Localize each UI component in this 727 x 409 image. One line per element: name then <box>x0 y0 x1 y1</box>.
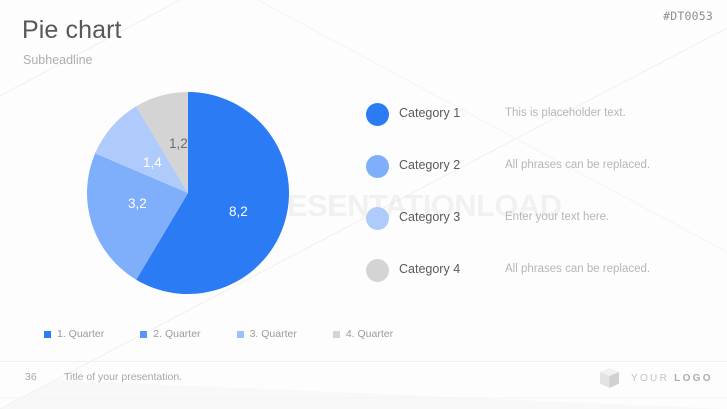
footer-divider <box>0 361 727 362</box>
quarter-label: 2. Quarter <box>153 328 201 340</box>
legend-dot-icon <box>366 103 389 126</box>
pie-slice[interactable] <box>95 106 188 193</box>
pie-chart-svg <box>87 92 289 294</box>
legend-item-category-2[interactable]: Category 2 All phrases can be replaced. <box>366 153 716 205</box>
legend-dot-icon <box>366 155 389 178</box>
document-id: #DT0053 <box>663 9 713 23</box>
category-legend: Category 1 This is placeholder text. Cat… <box>366 101 716 309</box>
square-swatch-icon <box>140 330 148 338</box>
logo-bold: LOGO <box>674 373 713 384</box>
quarter-legend-item-4[interactable]: 4. Quarter <box>332 328 394 340</box>
pie-slice[interactable] <box>136 92 289 294</box>
legend-dot-icon <box>366 207 389 230</box>
square-swatch-icon <box>44 330 51 338</box>
legend-description: This is placeholder text. <box>505 107 626 119</box>
logo: YOUR LOGO <box>597 366 713 391</box>
quarter-legend-item-2[interactable]: 2. Quarter <box>140 328 201 340</box>
legend-label: Category 1 <box>399 106 461 120</box>
legend-item-category-4[interactable]: Category 4 All phrases can be replaced. <box>366 257 716 309</box>
quarter-label: 4. Quarter <box>345 328 394 340</box>
legend-label: Category 4 <box>399 262 461 276</box>
legend-dot-icon <box>366 259 389 282</box>
quarter-series-legend: 1. Quarter 2. Quarter 3. Quarter 4. Quar… <box>44 328 429 340</box>
page-title: Pie chart <box>22 16 122 44</box>
quarter-label: 3. Quarter <box>249 328 297 340</box>
legend-description: All phrases can be replaced. <box>505 263 651 275</box>
square-swatch-icon <box>332 330 340 338</box>
logo-text: YOUR LOGO <box>631 373 713 384</box>
footer-presentation-title: Title of your presentation. <box>64 371 183 383</box>
legend-description: Enter your text here. <box>505 211 610 223</box>
pie-chart: 8,2 3,2 1,4 1,2 <box>87 92 289 294</box>
legend-item-category-3[interactable]: Category 3 Enter your text here. <box>366 205 716 257</box>
legend-label: Category 3 <box>399 210 461 224</box>
logo-prefix: YOUR <box>631 373 675 384</box>
legend-label: Category 2 <box>399 158 461 172</box>
page-number: 36 <box>25 371 37 383</box>
legend-description: All phrases can be replaced. <box>505 159 651 171</box>
quarter-legend-item-3[interactable]: 3. Quarter <box>236 328 297 340</box>
page-subheadline: Subheadline <box>23 53 93 67</box>
pie-slice[interactable] <box>87 153 188 280</box>
legend-item-category-1[interactable]: Category 1 This is placeholder text. <box>366 101 716 153</box>
quarter-legend-item-1[interactable]: 1. Quarter <box>44 328 104 340</box>
cube-icon <box>597 366 622 391</box>
square-swatch-icon <box>236 330 244 338</box>
pie-slice[interactable] <box>136 92 188 193</box>
quarter-label: 1. Quarter <box>57 328 105 340</box>
